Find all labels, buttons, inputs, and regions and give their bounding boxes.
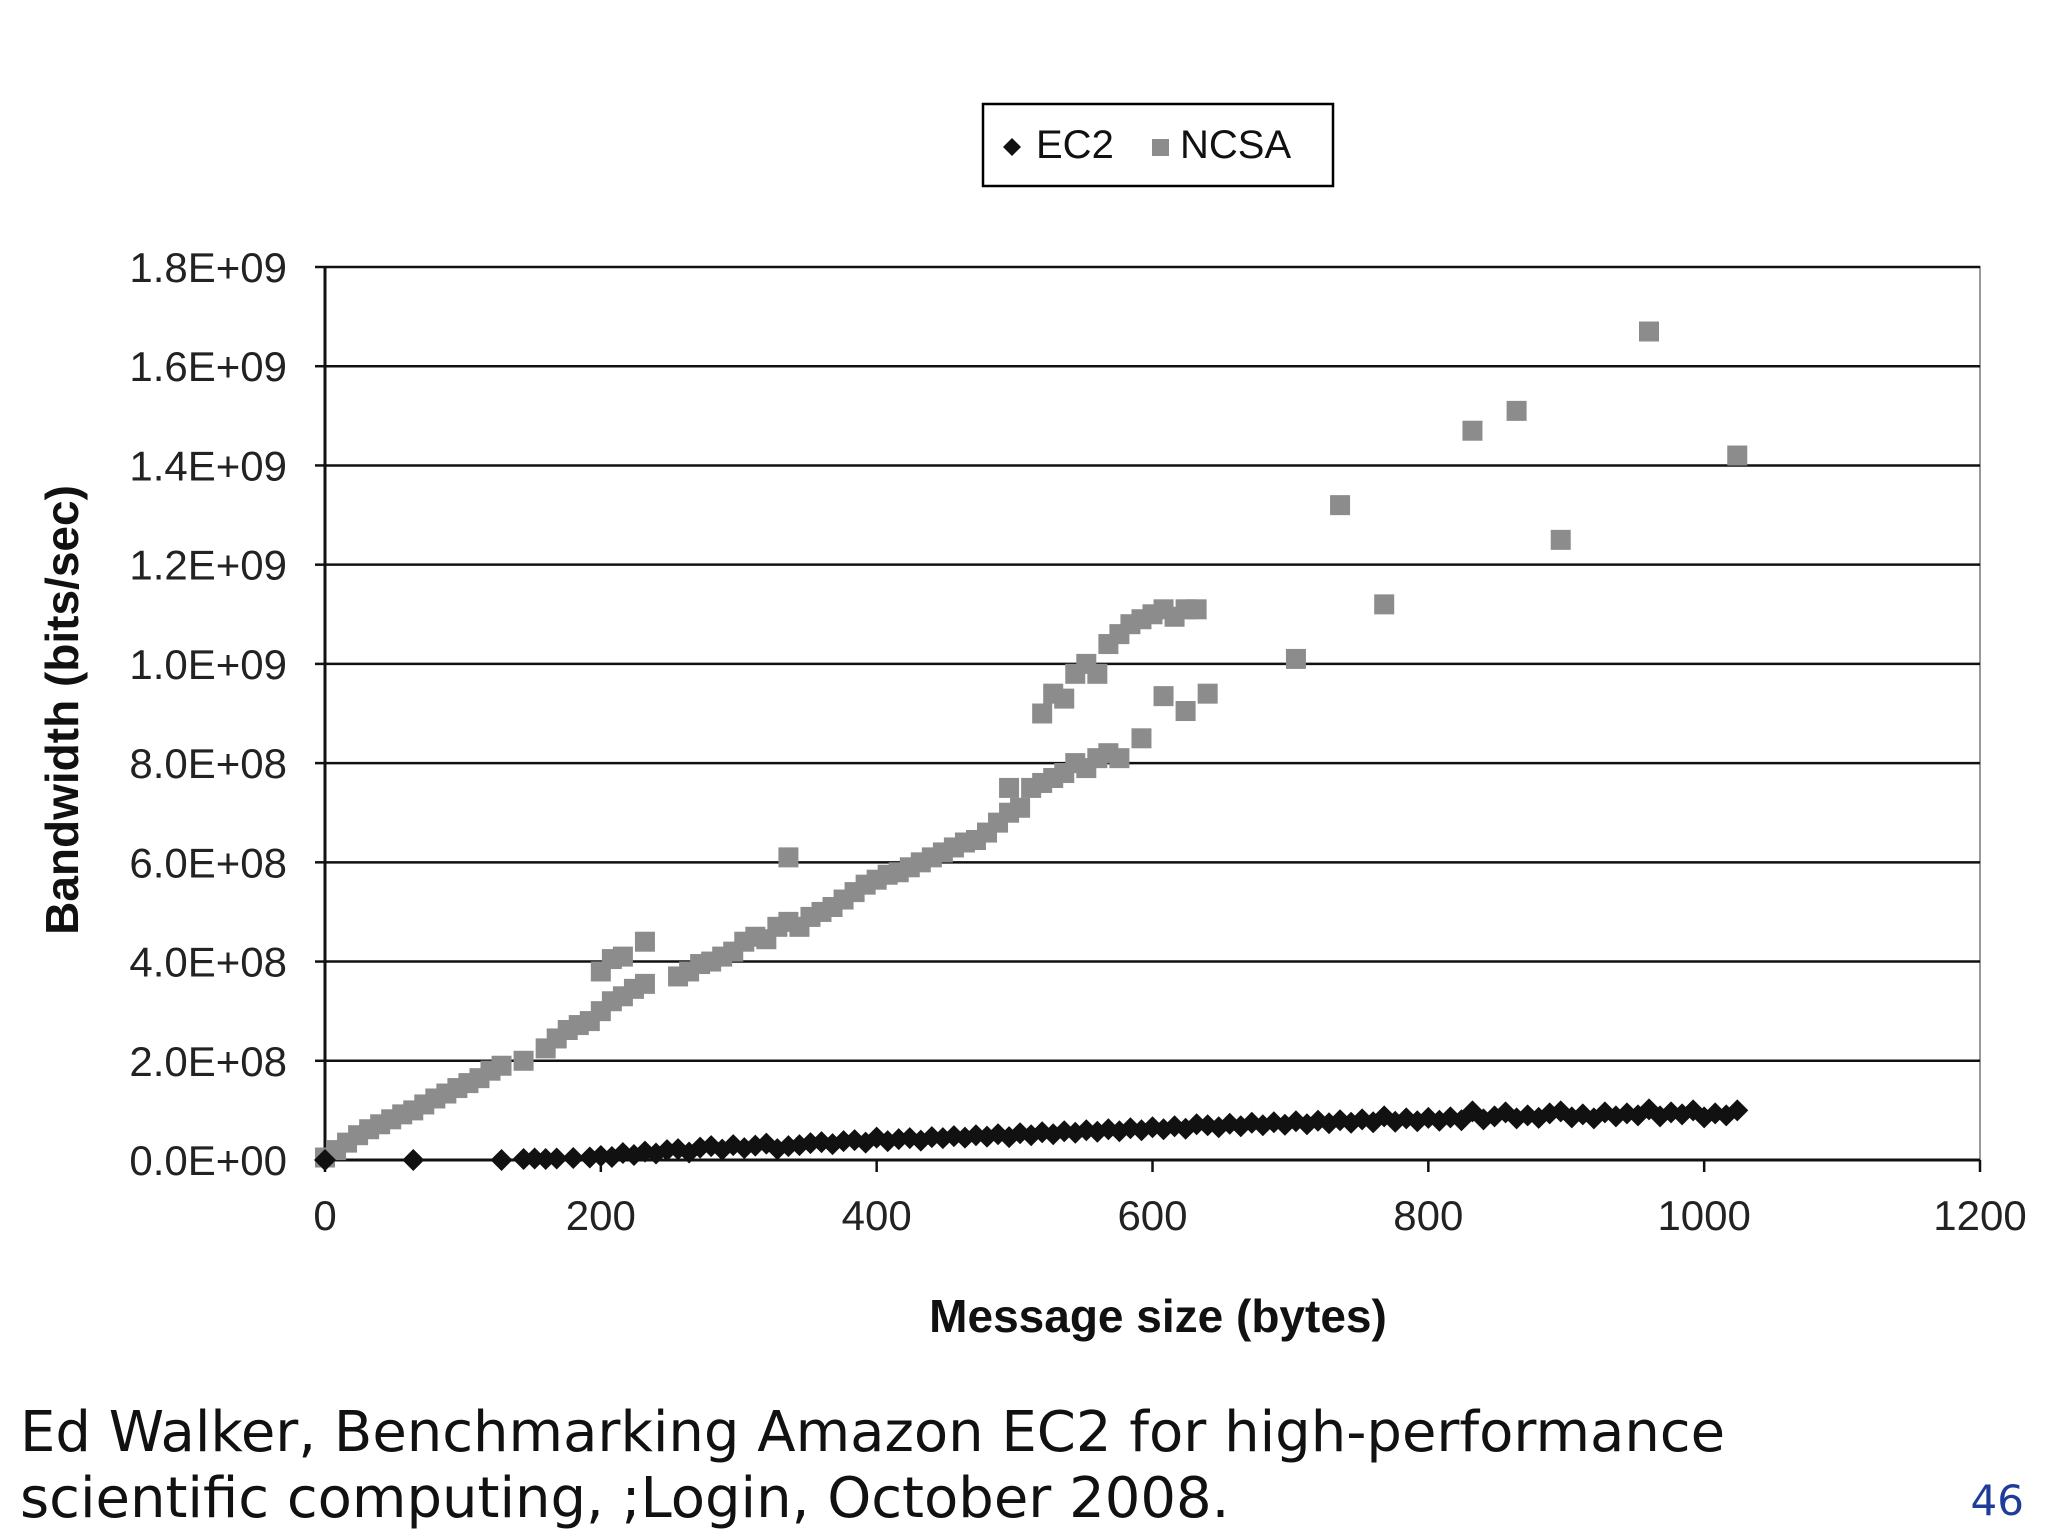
ec2-point	[490, 1149, 513, 1171]
ncsa-point	[1639, 321, 1659, 342]
series-ec2	[314, 1098, 1749, 1171]
ncsa-point	[1109, 748, 1130, 769]
x-tick-label: 200	[566, 1192, 636, 1239]
x-tick-label: 0	[313, 1192, 336, 1239]
y-axis-title: Bandwidth (bits/sec)	[36, 485, 88, 935]
x-tick-labels: 0 200 400 600 800 1000 1200	[313, 1192, 2026, 1239]
ncsa-point	[1727, 445, 1748, 466]
y-tick-label: 1.2E+09	[129, 542, 287, 589]
ncsa-point	[1131, 728, 1152, 749]
ncsa-point	[778, 847, 799, 868]
ncsa-point	[612, 946, 633, 967]
y-tick-label: 1.0E+09	[129, 641, 287, 688]
ec2-point	[1726, 1099, 1749, 1122]
ncsa-point	[1153, 686, 1174, 707]
y-tick-label: 8.0E+08	[129, 740, 287, 787]
ncsa-point	[1087, 663, 1108, 684]
legend-ncsa-marker	[1152, 139, 1169, 156]
ncsa-point	[1462, 420, 1483, 441]
ncsa-point	[1054, 688, 1075, 709]
legend-ncsa-label: NCSA	[1180, 123, 1291, 167]
ncsa-point	[1330, 495, 1351, 516]
y-tick-label: 6.0E+08	[129, 839, 287, 886]
x-tick-label: 1200	[1933, 1192, 2026, 1239]
x-tick-label: 400	[842, 1192, 912, 1239]
y-tick-label: 1.6E+09	[129, 343, 287, 390]
x-axis-title: Message size (bytes)	[929, 1290, 1387, 1342]
legend: EC2 NCSA	[981, 102, 1335, 188]
ncsa-point	[1010, 797, 1031, 818]
legend-ec2-label: EC2	[1036, 123, 1114, 167]
x-tick-label: 600	[1117, 1192, 1187, 1239]
y-tick-labels: 0.0E+00 2.0E+08 4.0E+08 6.0E+08 8.0E+08 1.0E+…	[129, 244, 287, 1184]
ncsa-point	[999, 777, 1020, 798]
ncsa-point	[513, 1050, 534, 1071]
citation-line-1: Ed Walker, Benchmarking Amazon EC2 for h…	[20, 1400, 1726, 1465]
y-tick-label: 4.0E+08	[129, 939, 287, 986]
x-tick-label: 800	[1393, 1192, 1463, 1239]
ncsa-point	[634, 973, 655, 994]
ncsa-point	[634, 931, 655, 952]
citation-caption: Ed Walker, Benchmarking Amazon EC2 for h…	[20, 1400, 1920, 1532]
ec2-point	[314, 1149, 336, 1171]
ec2-point	[545, 1147, 568, 1170]
bandwidth-scatter-chart: EC2 NCSA 0.0E+00 2.0E+08 4.0E+08 6.0E+08 8.0…	[36, 102, 2027, 1342]
page-number: 46	[1970, 1476, 2024, 1525]
ncsa-point	[1374, 594, 1395, 615]
ec2-point	[562, 1147, 585, 1170]
ncsa-point	[1285, 648, 1306, 669]
ncsa-point	[1186, 599, 1207, 620]
citation-line-2: scientific computing, ;Login, October 20…	[20, 1466, 1230, 1531]
ncsa-point	[1197, 683, 1218, 704]
ec2-point	[402, 1149, 425, 1171]
y-tick-label: 0.0E+00	[129, 1137, 287, 1184]
y-tick-label: 1.8E+09	[129, 244, 287, 291]
ncsa-point	[491, 1055, 512, 1076]
ncsa-point	[1032, 703, 1053, 724]
y-tick-label: 2.0E+08	[129, 1038, 287, 1085]
series-ncsa	[315, 321, 1748, 1168]
ncsa-point	[1506, 400, 1527, 421]
ncsa-point	[1550, 529, 1571, 550]
x-tick-label: 1000	[1657, 1192, 1750, 1239]
y-tick-label: 1.4E+09	[129, 442, 287, 489]
legend-ec2-marker	[1003, 138, 1021, 156]
ncsa-point	[1175, 701, 1196, 722]
